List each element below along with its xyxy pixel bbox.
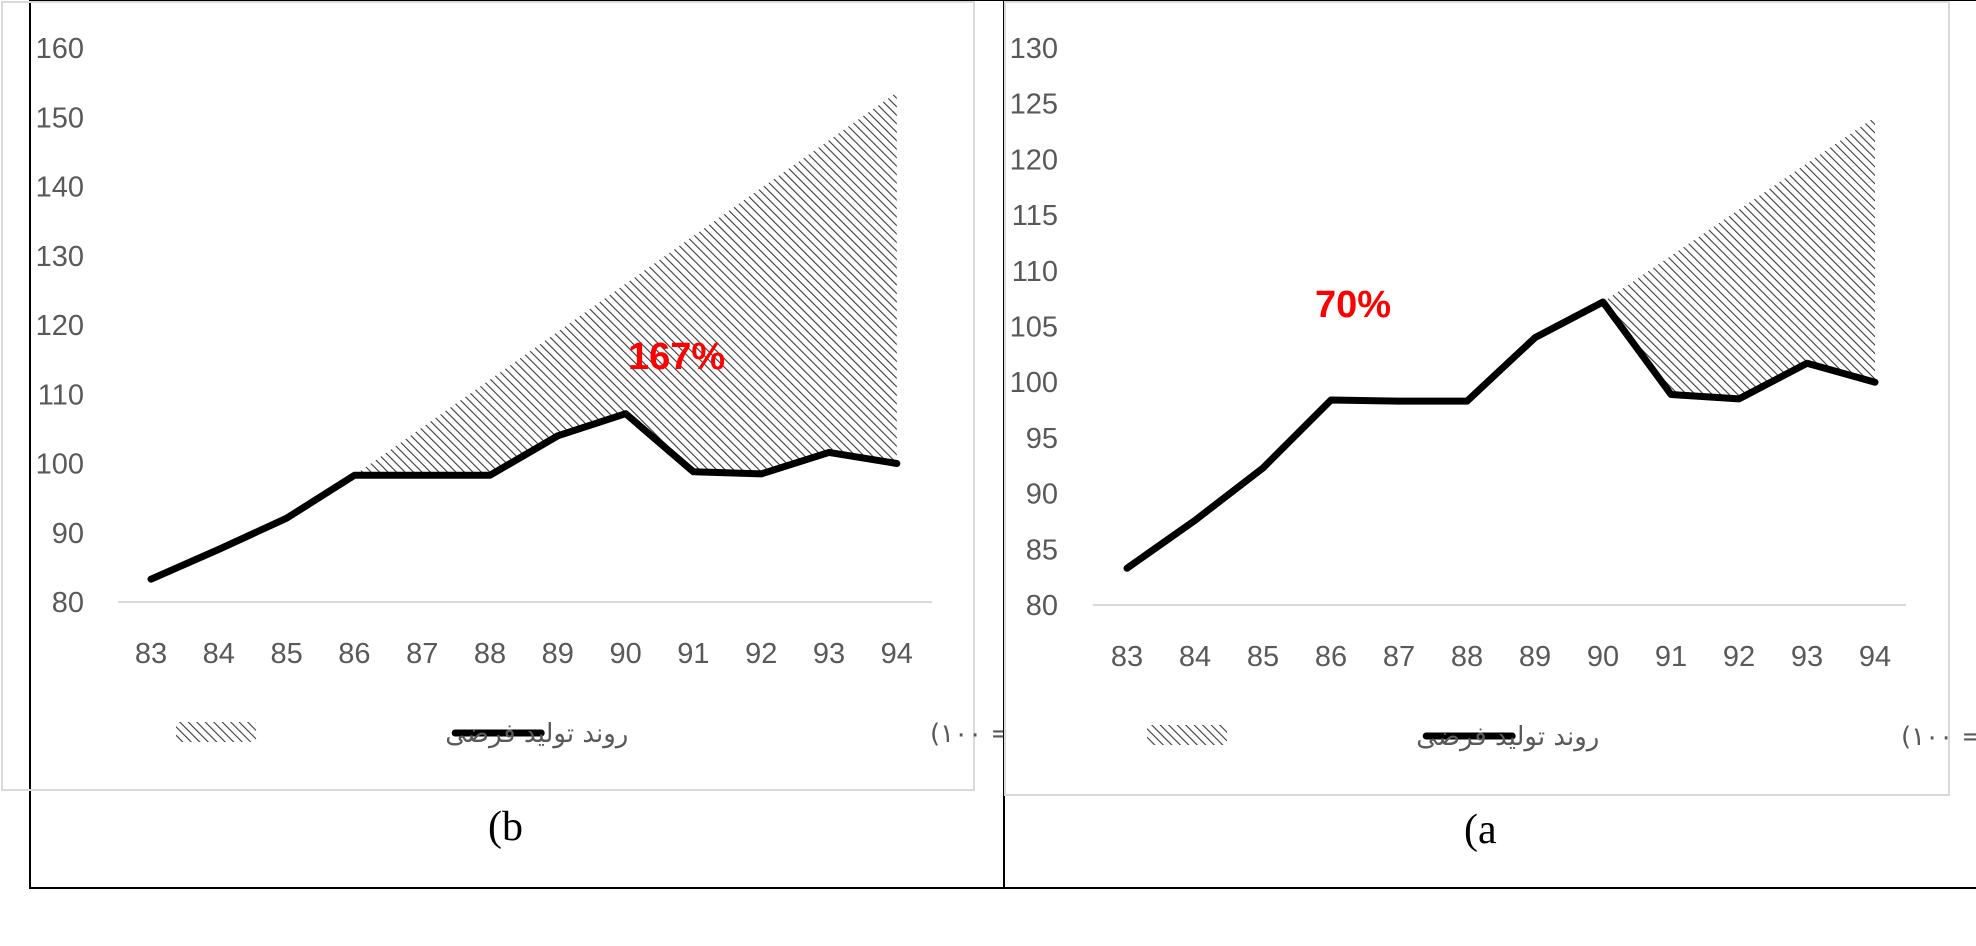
y-tick-label: 80 <box>1026 590 1058 622</box>
hypothetical-trend-area <box>354 92 897 476</box>
legend-label-trend: روند تولید فرضی <box>1416 722 1599 752</box>
panel-label-a: (a <box>1464 807 1497 853</box>
actual-production-line <box>147 410 901 583</box>
y-tick-label: 115 <box>1012 200 1058 232</box>
x-tick-label: 94 <box>1859 641 1891 673</box>
y-tick-label: 100 <box>36 449 84 481</box>
legend-label-trend: روند تولید فرضی <box>445 719 628 749</box>
figure-frame <box>29 0 1976 889</box>
x-tick-label: 87 <box>1383 641 1415 673</box>
x-tick-label: 92 <box>745 638 777 670</box>
x-tick-label: 83 <box>135 638 167 670</box>
x-tick-label: 88 <box>1451 641 1483 673</box>
x-tick-label: 93 <box>813 638 845 670</box>
legend-swatch-trend <box>176 722 257 742</box>
hypothetical-trend-area <box>1603 117 1875 399</box>
chart-panel-b: 80 90 100 110 120 130 140 150 160 83 84 85 86 87 88 89 9… <box>1 1 1003 791</box>
y-tick-label: 90 <box>1026 479 1058 511</box>
y-tick-label: 130 <box>1010 33 1058 65</box>
y-tick-label: 140 <box>36 172 84 204</box>
legend-label-actual: شاخص تولید حقیقی (۱۳۹۴ = ۱۰۰) <box>930 719 1003 749</box>
x-tick-label: 93 <box>1791 641 1823 673</box>
y-tick-label: 120 <box>36 310 84 342</box>
x-tick-label: 83 <box>1111 641 1143 673</box>
y-tick-label: 120 <box>1010 144 1058 176</box>
x-tick-label: 86 <box>1315 641 1347 673</box>
legend-label-actual: شاخص تولید حقیقی (۱۳۹۴ = ۱۰۰) <box>1901 722 1976 752</box>
legend: شاخص تولید حقیقی (۱۳۹۴ = ۱۰۰) روند تولید … <box>176 719 1003 749</box>
y-tick-label: 100 <box>1010 367 1058 399</box>
y-tick-label: 105 <box>1010 312 1058 344</box>
y-tick-label: 110 <box>38 379 84 411</box>
chart-area-border <box>1 1 975 791</box>
x-tick-label: 91 <box>677 638 709 670</box>
x-tick-label: 90 <box>609 638 641 670</box>
x-tick-label: 87 <box>406 638 438 670</box>
x-tick-label: 90 <box>1587 641 1619 673</box>
legend: شاخص تولید حقیقی (۱۳۹۴ = ۱۰۰) روند تولید … <box>1147 722 1976 752</box>
y-tick-label: 110 <box>1012 256 1058 288</box>
y-tick-label: 85 <box>1026 534 1058 566</box>
x-tick-label: 88 <box>474 638 506 670</box>
x-tick-label: 89 <box>542 638 574 670</box>
x-tick-label: 91 <box>1655 641 1687 673</box>
chart-panel-a: 80 85 90 95 100 105 110 115 120 125 130 83 84 85 86 87 8… <box>1004 1 1976 796</box>
panel-label-b: (b <box>488 804 523 850</box>
y-tick-label: 95 <box>1026 423 1058 455</box>
x-tick-label: 84 <box>1179 641 1211 673</box>
y-tick-label: 90 <box>52 518 84 550</box>
y-tick-label: 130 <box>36 241 84 273</box>
actual-production-line <box>1123 298 1879 572</box>
y-tick-label: 80 <box>52 587 84 619</box>
x-tick-label: 94 <box>881 638 913 670</box>
x-tick-label: 92 <box>1723 641 1755 673</box>
growth-annotation: 167% <box>628 336 725 378</box>
legend-swatch-trend <box>1147 725 1228 745</box>
y-tick-label: 160 <box>36 33 84 65</box>
x-tick-label: 85 <box>1247 641 1279 673</box>
growth-annotation: 70% <box>1315 284 1391 326</box>
y-tick-label: 125 <box>1010 89 1058 121</box>
y-tick-label: 150 <box>36 102 84 134</box>
x-tick-label: 86 <box>338 638 370 670</box>
x-tick-label: 85 <box>270 638 302 670</box>
x-tick-label: 89 <box>1519 641 1551 673</box>
x-tick-label: 84 <box>203 638 235 670</box>
chart-area-border <box>1004 1 1950 796</box>
